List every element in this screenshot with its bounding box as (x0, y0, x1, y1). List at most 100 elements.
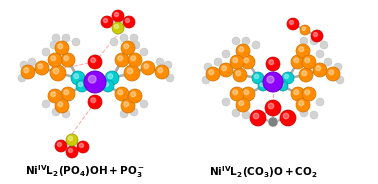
Circle shape (222, 98, 230, 106)
Circle shape (299, 47, 304, 52)
Circle shape (267, 76, 274, 83)
Circle shape (64, 56, 69, 61)
Circle shape (52, 34, 60, 42)
Circle shape (320, 41, 328, 49)
Circle shape (21, 65, 35, 79)
Circle shape (222, 50, 230, 58)
Circle shape (302, 27, 305, 31)
Circle shape (265, 100, 281, 116)
Circle shape (120, 34, 128, 42)
Circle shape (244, 90, 249, 95)
Circle shape (28, 58, 36, 66)
Circle shape (233, 58, 238, 63)
Circle shape (42, 48, 50, 56)
Circle shape (294, 90, 299, 95)
Circle shape (326, 67, 340, 81)
Circle shape (52, 108, 60, 116)
Circle shape (230, 55, 244, 69)
Circle shape (300, 25, 310, 35)
Circle shape (294, 58, 299, 63)
Circle shape (310, 111, 318, 119)
Circle shape (316, 66, 321, 71)
Circle shape (241, 87, 255, 101)
Circle shape (291, 87, 305, 101)
Circle shape (115, 12, 119, 17)
Circle shape (239, 101, 244, 106)
Circle shape (214, 58, 222, 66)
Text: $\mathbf{Ni^{IV}L_2(CO_3)O + CO_2}$: $\mathbf{Ni^{IV}L_2(CO_3)O + CO_2}$ (209, 164, 318, 180)
Circle shape (110, 38, 118, 46)
Circle shape (108, 74, 113, 79)
Circle shape (66, 146, 78, 158)
Circle shape (166, 74, 174, 82)
Circle shape (121, 41, 135, 55)
Circle shape (232, 109, 240, 117)
Circle shape (38, 64, 43, 69)
Circle shape (202, 76, 210, 84)
Circle shape (302, 71, 307, 76)
Circle shape (239, 47, 244, 52)
Circle shape (290, 20, 294, 25)
Circle shape (128, 89, 142, 103)
Circle shape (53, 68, 59, 74)
Circle shape (291, 55, 305, 69)
Circle shape (130, 108, 138, 116)
Circle shape (112, 22, 124, 34)
Circle shape (76, 80, 88, 92)
Circle shape (78, 82, 83, 87)
Circle shape (316, 50, 324, 58)
Circle shape (300, 109, 308, 117)
Text: $\mathbf{Ni^{IV}L_2(PO_4)OH + PO_3^-}$: $\mathbf{Ni^{IV}L_2(PO_4)OH + PO_3^-}$ (25, 164, 145, 180)
Circle shape (310, 37, 318, 45)
Circle shape (48, 53, 62, 67)
Circle shape (84, 71, 106, 93)
Circle shape (280, 83, 284, 86)
Circle shape (299, 68, 313, 82)
Circle shape (334, 63, 342, 71)
Circle shape (74, 74, 79, 79)
Circle shape (254, 74, 259, 79)
Circle shape (253, 113, 259, 119)
Circle shape (284, 74, 288, 79)
Circle shape (20, 61, 28, 69)
Circle shape (233, 90, 238, 95)
Circle shape (118, 56, 123, 61)
Circle shape (57, 142, 62, 147)
Circle shape (280, 110, 296, 126)
Circle shape (118, 90, 123, 95)
Circle shape (79, 143, 84, 148)
Circle shape (313, 63, 327, 77)
Circle shape (51, 56, 56, 61)
Circle shape (121, 99, 135, 113)
Circle shape (302, 87, 316, 101)
Circle shape (128, 53, 142, 67)
Circle shape (158, 68, 163, 73)
Circle shape (242, 111, 250, 119)
Circle shape (316, 98, 324, 106)
Circle shape (324, 58, 332, 66)
Circle shape (266, 57, 280, 71)
Circle shape (124, 44, 129, 49)
Circle shape (55, 41, 69, 55)
Circle shape (105, 71, 119, 85)
Circle shape (131, 56, 136, 61)
Circle shape (299, 101, 304, 106)
Circle shape (268, 117, 278, 127)
Circle shape (155, 65, 169, 79)
Circle shape (305, 58, 310, 63)
Circle shape (329, 70, 334, 75)
Circle shape (233, 68, 247, 82)
Circle shape (236, 44, 250, 58)
Circle shape (61, 53, 75, 67)
Circle shape (209, 70, 214, 75)
Circle shape (130, 34, 138, 42)
Circle shape (112, 10, 124, 22)
Circle shape (42, 100, 50, 108)
Circle shape (278, 81, 288, 91)
Circle shape (269, 60, 274, 65)
Circle shape (88, 75, 96, 83)
Circle shape (302, 55, 316, 69)
Circle shape (131, 92, 136, 97)
Circle shape (230, 87, 244, 101)
Circle shape (141, 61, 155, 75)
